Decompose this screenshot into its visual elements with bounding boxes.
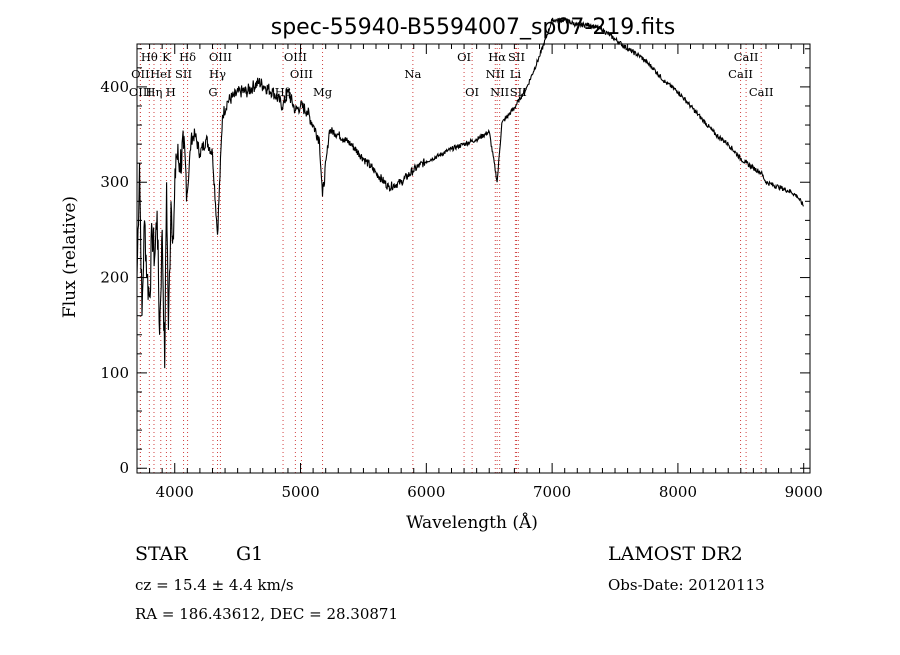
line-label: CaII xyxy=(734,50,759,64)
line-label: OIII xyxy=(209,50,232,64)
x-tick-label: 7000 xyxy=(533,483,571,501)
x-tick-label: 5000 xyxy=(281,483,319,501)
chart-title: spec-55940-B5594007_sp07-219.fits xyxy=(271,15,676,40)
line-label: G xyxy=(208,85,217,99)
line-label: NII xyxy=(486,67,505,81)
x-tick-label: 9000 xyxy=(785,483,823,501)
x-tick-label: 4000 xyxy=(156,483,194,501)
line-markers xyxy=(139,44,762,473)
tick-labels: 4000 5000 6000 7000 8000 9000 0 100 200 300 400 xyxy=(100,78,822,501)
y-tick-label: 0 xyxy=(119,459,129,477)
line-label: Na xyxy=(404,67,421,81)
line-label: Hη xyxy=(146,85,163,99)
spectrum-series xyxy=(136,17,804,369)
object-class: STAR xyxy=(135,543,188,565)
line-label: HeI xyxy=(150,67,171,81)
line-label: Hδ xyxy=(179,50,196,64)
y-tick-label: 100 xyxy=(100,364,129,382)
spectrum-line xyxy=(136,17,804,369)
line-label: SII xyxy=(175,67,192,81)
line-label: OI xyxy=(457,50,471,64)
line-label: NII xyxy=(490,85,509,99)
y-axis-label: Flux (relative) xyxy=(60,196,80,318)
line-label: SII xyxy=(508,50,525,64)
line-label: OII xyxy=(131,67,150,81)
line-label: Hβ xyxy=(275,85,292,99)
coordinates: RA = 186.43612, DEC = 28.30871 xyxy=(135,605,398,623)
line-label: CaII xyxy=(749,85,774,99)
line-label: Hα xyxy=(488,50,506,64)
line-label: CaII xyxy=(728,67,753,81)
x-tick-label: 6000 xyxy=(407,483,445,501)
line-label: K xyxy=(162,50,171,64)
object-subclass: G1 xyxy=(236,543,263,565)
line-label: OI xyxy=(465,85,479,99)
observation-date: Obs-Date: 20120113 xyxy=(608,576,765,594)
line-label: OIII xyxy=(290,67,313,81)
redshift-velocity: cz = 15.4 ± 4.4 km/s xyxy=(135,576,294,594)
line-label: Li xyxy=(510,67,522,81)
survey-name: LAMOST DR2 xyxy=(608,543,743,565)
x-axis-label: Wavelength (Å) xyxy=(406,512,538,533)
axis-ticks xyxy=(137,44,810,473)
y-tick-label: 400 xyxy=(100,78,129,96)
y-tick-label: 300 xyxy=(100,173,129,191)
plot-frame xyxy=(136,43,811,474)
line-label: Mg xyxy=(313,85,333,99)
x-tick-label: 8000 xyxy=(659,483,697,501)
line-label: Hγ xyxy=(209,67,226,81)
line-label: OIII xyxy=(284,50,307,64)
line-label: SII xyxy=(510,85,527,99)
line-label: Hθ xyxy=(141,50,158,64)
line-label: OIII xyxy=(129,85,152,99)
line-label: H xyxy=(166,85,176,99)
y-tick-label: 200 xyxy=(100,269,129,287)
